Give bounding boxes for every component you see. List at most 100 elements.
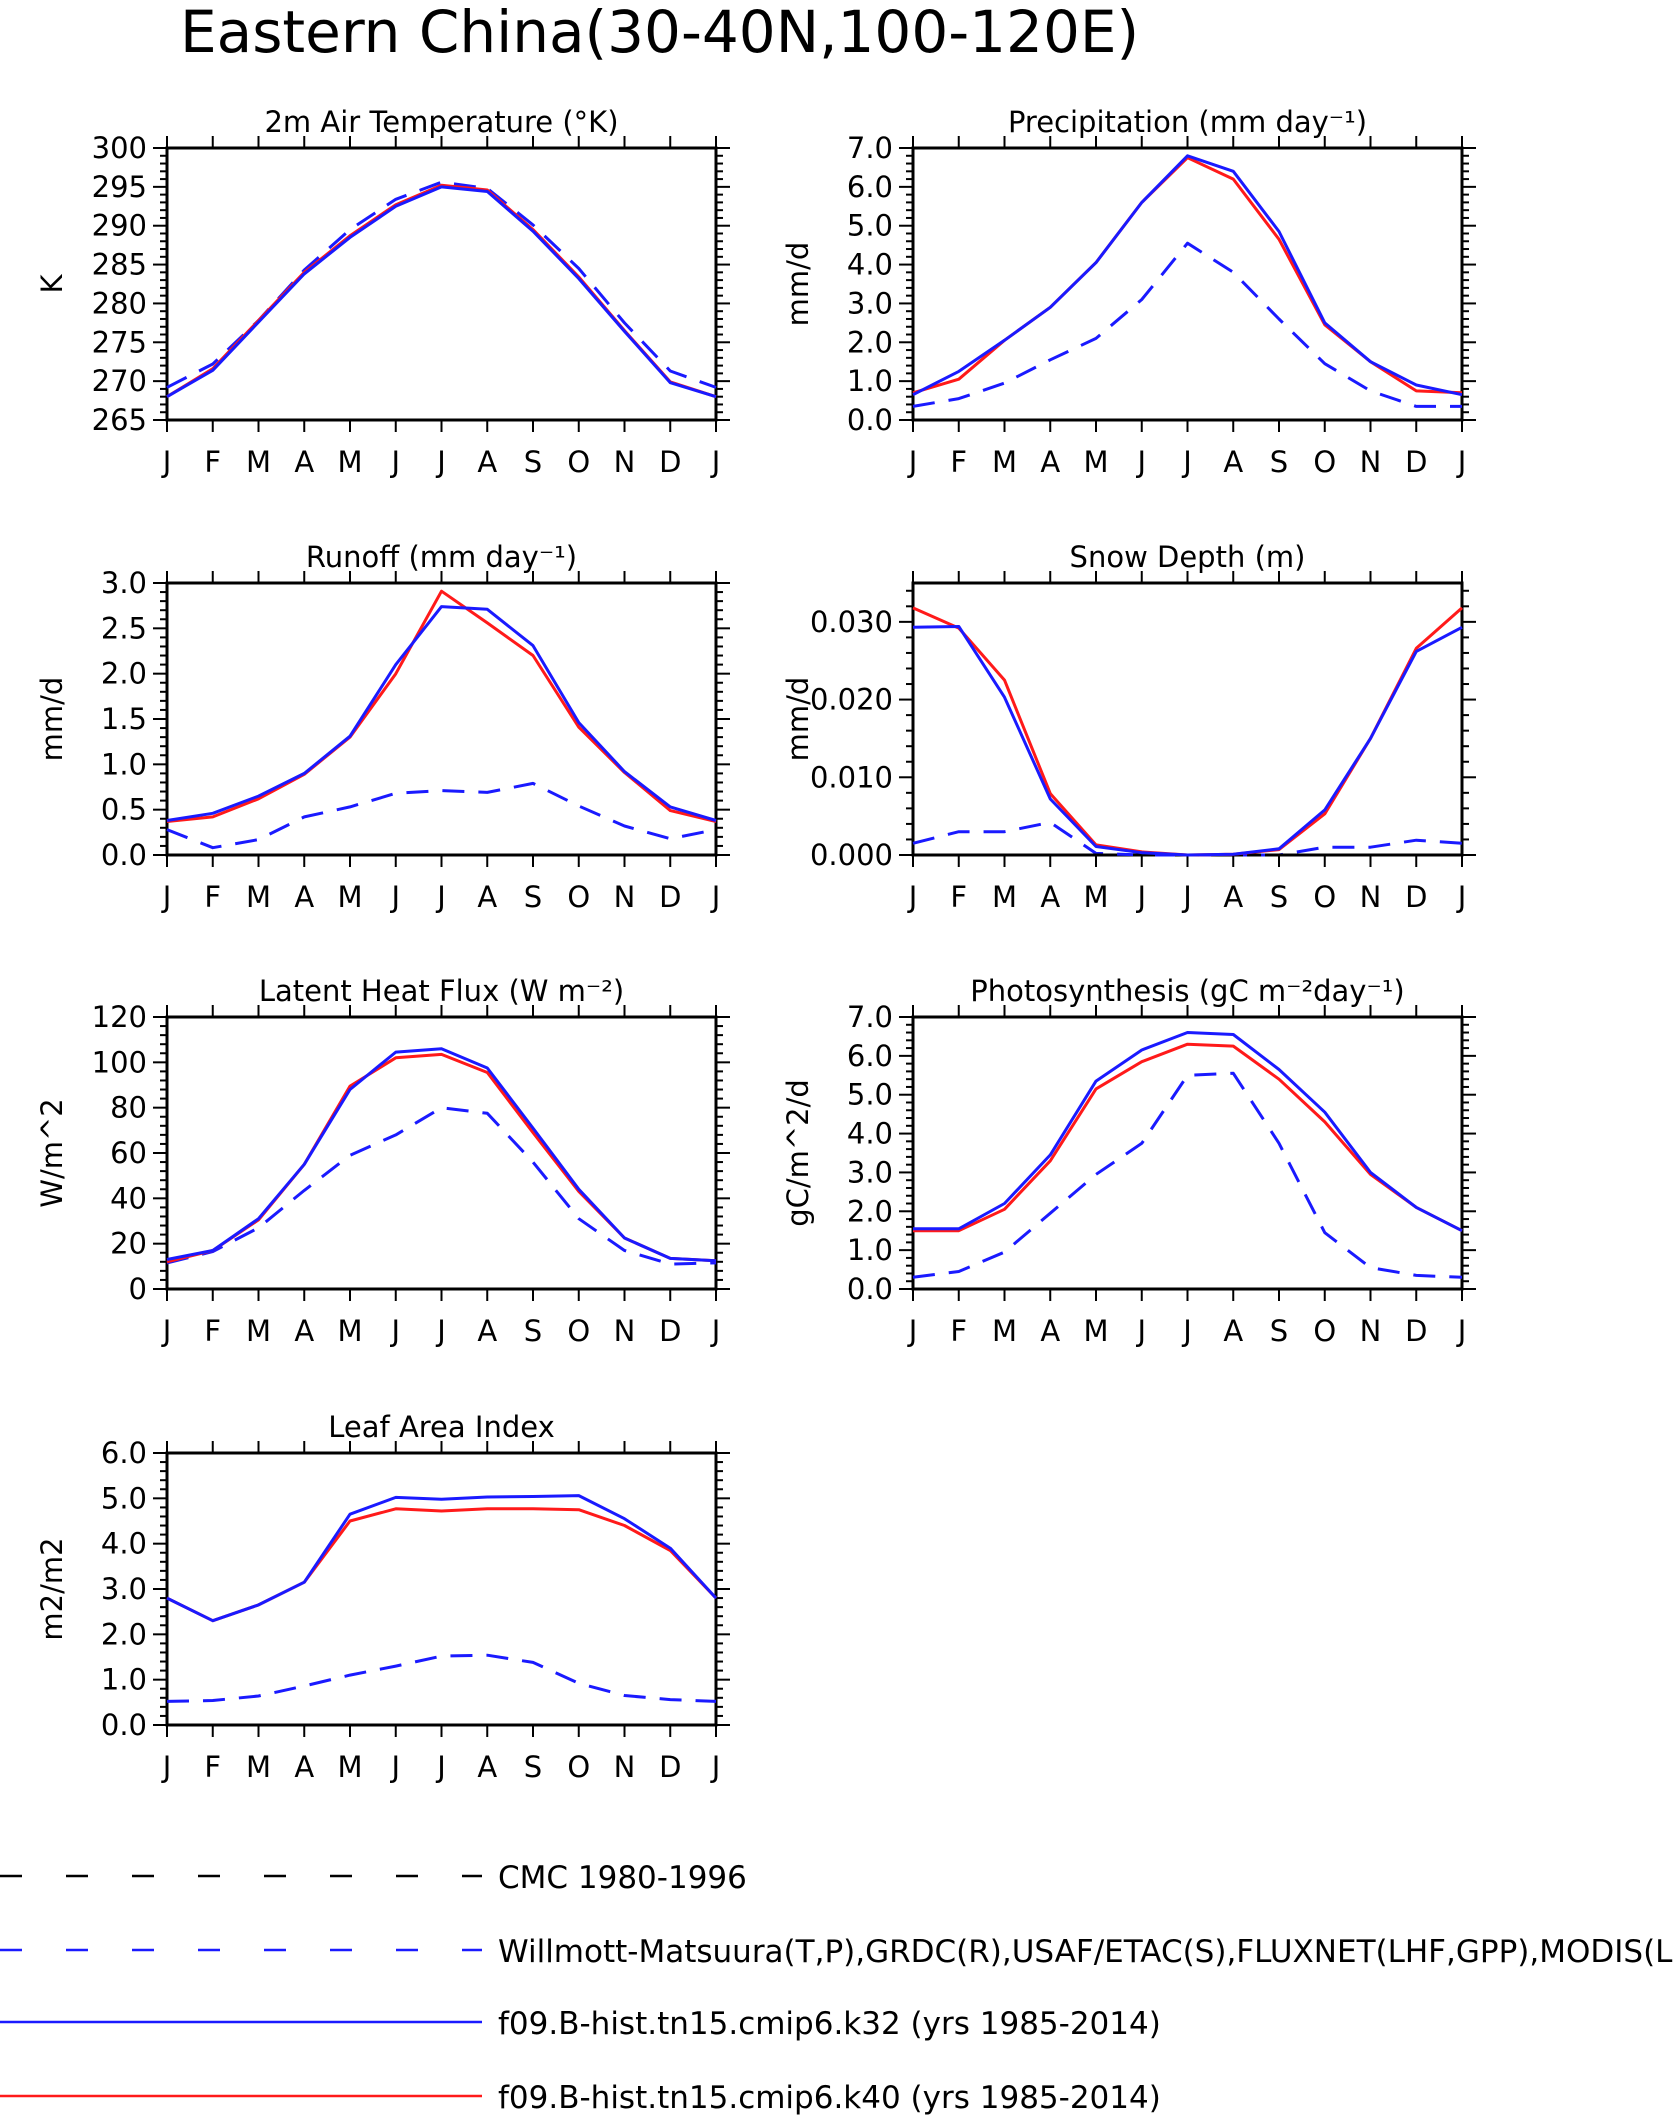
y-tick-label: 4.0 — [847, 1117, 893, 1151]
x-tick-label: O — [567, 880, 590, 914]
x-tick-label: A — [1223, 445, 1243, 479]
x-tick-label: N — [1360, 445, 1382, 479]
chart-title: Precipitation (mm day⁻¹) — [1008, 105, 1367, 139]
x-tick-label: O — [567, 1314, 590, 1348]
x-tick-label: J — [907, 445, 918, 479]
y-tick-label: 280 — [92, 286, 147, 320]
x-tick-label: M — [246, 880, 271, 914]
series-line — [166, 183, 717, 399]
series-line — [912, 1071, 1463, 1279]
y-tick-label: 6.0 — [101, 1436, 147, 1470]
x-tick-label: M — [337, 880, 362, 914]
x-tick-label: M — [246, 1750, 271, 1784]
x-tick-label: F — [204, 1750, 221, 1784]
x-tick-label: A — [477, 880, 497, 914]
series-line — [166, 781, 717, 850]
y-tick-label: 5.0 — [847, 1078, 893, 1112]
x-tick-label: J — [710, 1314, 721, 1348]
x-tick-label: J — [389, 880, 400, 914]
y-tick-label: 5.0 — [847, 209, 893, 243]
series-line — [166, 180, 717, 389]
x-tick-label: N — [1360, 1314, 1382, 1348]
x-tick-label: J — [907, 1314, 918, 1348]
series-line — [166, 589, 717, 823]
x-tick-label: J — [1181, 1314, 1192, 1348]
x-tick-label: M — [1083, 445, 1108, 479]
y-tick-label: 80 — [110, 1091, 147, 1125]
figure-title: Eastern China(30-40N,100-120E) — [180, 0, 1139, 66]
x-tick-label: J — [1181, 880, 1192, 914]
y-tick-label: 4.0 — [847, 248, 893, 282]
x-tick-label: S — [524, 445, 542, 479]
x-tick-label: D — [659, 1314, 681, 1348]
y-tick-label: 0.030 — [810, 605, 893, 639]
x-tick-label: M — [992, 445, 1017, 479]
x-tick-label: O — [1313, 880, 1336, 914]
y-tick-label: 0.010 — [810, 760, 893, 794]
x-tick-label: N — [614, 445, 636, 479]
y-tick-label: 0.000 — [810, 838, 893, 872]
plot-frame — [165, 581, 718, 857]
series-line — [166, 1494, 718, 1623]
chart-title: Photosynthesis (gC m⁻²day⁻¹) — [970, 974, 1404, 1008]
x-tick-label: A — [1040, 445, 1060, 479]
x-tick-label: M — [1083, 880, 1108, 914]
y-axis-label: mm/d — [781, 242, 815, 327]
x-tick-label: M — [1083, 1314, 1108, 1348]
y-axis-label: W/m^2 — [35, 1098, 69, 1207]
plot-frame — [911, 146, 1464, 422]
x-tick-label: S — [1270, 1314, 1288, 1348]
x-tick-label: A — [477, 1314, 497, 1348]
y-tick-label: 1.0 — [847, 1233, 893, 1267]
y-tick-label: 1.0 — [101, 1663, 147, 1697]
chart-title: Runoff (mm day⁻¹) — [306, 540, 577, 574]
y-tick-label: 2.5 — [101, 611, 147, 645]
y-tick-label: 0.0 — [101, 838, 147, 872]
x-tick-label: S — [1270, 445, 1288, 479]
y-tick-label: 0.020 — [810, 683, 893, 717]
legend: CMC 1980-1996 Willmott-Matsuura(T,P),GRDC… — [0, 1860, 1673, 2116]
x-tick-label: A — [294, 1314, 314, 1348]
x-tick-label: A — [1040, 1314, 1060, 1348]
chart-panel: Leaf Area Index m2/m2 0.0 1.0 2.0 3.0 4.0 5.0 6.… — [35, 1410, 730, 1784]
x-tick-label: F — [950, 880, 967, 914]
legend-label: Willmott-Matsuura(T,P),GRDC(R),USAF/ETAC… — [498, 1934, 1673, 1970]
x-tick-label: A — [294, 1750, 314, 1784]
x-tick-label: J — [1135, 1314, 1146, 1348]
chart-panel: Photosynthesis (gC m⁻²day⁻¹) gC/m^2/d 0.0 1… — [781, 974, 1476, 1348]
x-tick-label: J — [389, 1750, 400, 1784]
x-tick-label: M — [337, 445, 362, 479]
x-tick-label: S — [524, 880, 542, 914]
x-tick-label: F — [950, 445, 967, 479]
x-tick-label: D — [659, 1750, 681, 1784]
x-tick-label: O — [567, 1750, 590, 1784]
x-tick-label: J — [435, 445, 446, 479]
y-tick-label: 0.5 — [101, 793, 147, 827]
series-line — [166, 605, 717, 822]
plot-frame — [911, 1015, 1464, 1291]
x-tick-label: M — [992, 880, 1017, 914]
y-tick-label: 300 — [92, 131, 147, 165]
x-tick-label: J — [389, 445, 400, 479]
y-tick-label: 120 — [92, 1000, 147, 1034]
x-tick-label: F — [204, 1314, 221, 1348]
y-tick-label: 290 — [92, 209, 147, 243]
chart-panel: Runoff (mm day⁻¹) mm/d 0.0 0.5 1.0 1.5 2.0 2.5 3… — [35, 540, 730, 914]
y-tick-label: 3.0 — [101, 566, 147, 600]
x-tick-label: J — [1456, 445, 1467, 479]
series-line — [913, 1031, 1463, 1233]
chart-panels: 2m Air Temperature (°K) K 265 270 275 280 285 2… — [35, 105, 1476, 1784]
series-line — [166, 185, 717, 399]
x-tick-label: J — [907, 880, 918, 914]
x-tick-label: J — [1456, 880, 1467, 914]
y-tick-label: 100 — [92, 1045, 147, 1079]
x-tick-label: D — [1405, 445, 1427, 479]
chart-title: Snow Depth (m) — [1070, 540, 1306, 574]
y-tick-label: 2.0 — [847, 325, 893, 359]
series-line — [166, 1052, 717, 1264]
y-tick-label: 0.0 — [847, 403, 893, 437]
x-tick-label: O — [1313, 1314, 1336, 1348]
x-tick-label: D — [659, 445, 681, 479]
